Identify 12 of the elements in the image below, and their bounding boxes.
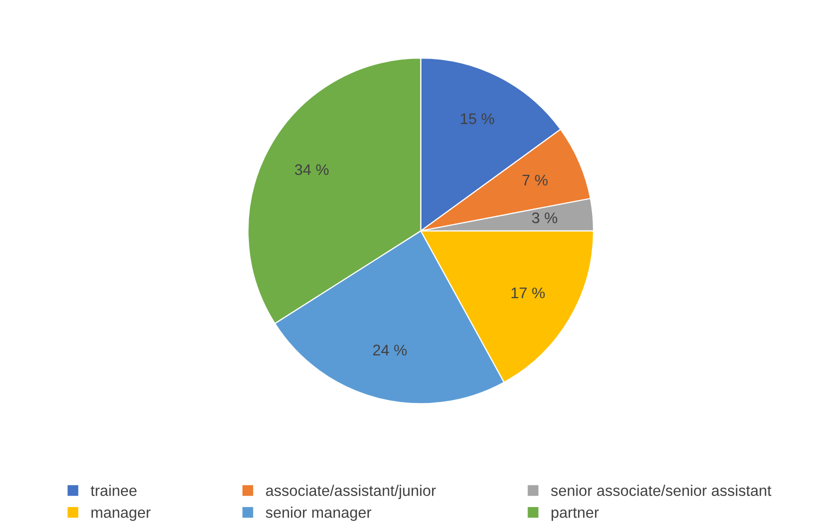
legend-label: senior manager: [266, 506, 372, 521]
legend-label: partner: [552, 508, 599, 521]
legend-label: manager: [92, 510, 151, 521]
data-label: 17 %: [512, 288, 545, 298]
legend-label: senior associate/senior assistant: [551, 484, 772, 496]
data-label: 24 %: [373, 344, 407, 356]
data-label: 34 %: [294, 164, 329, 176]
legend-label: associate/assistant/junior: [266, 484, 436, 500]
data-label: 7 %: [522, 174, 548, 186]
data-label: 15 %: [460, 113, 494, 124]
legend-label: trainee: [90, 484, 137, 496]
data-label: 3 %: [532, 212, 558, 224]
